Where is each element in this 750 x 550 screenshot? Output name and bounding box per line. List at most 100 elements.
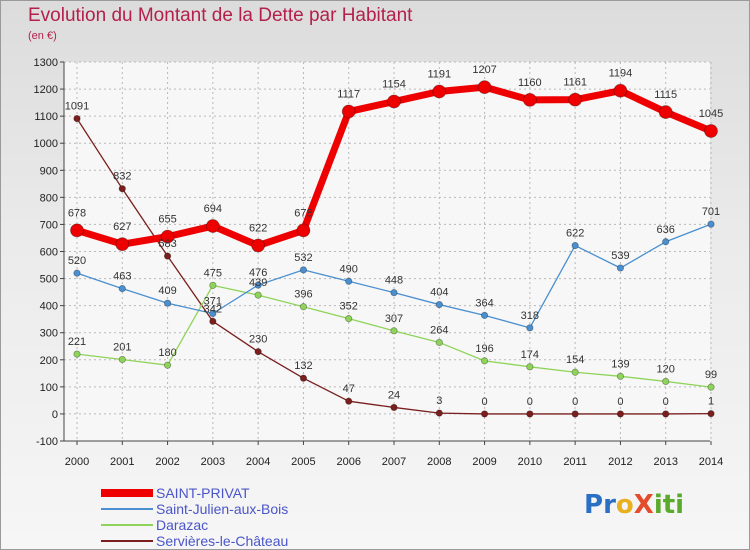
data-point-saint-privat	[251, 238, 266, 253]
data-point-darazac	[662, 377, 670, 386]
y-tick-label: 600	[40, 247, 58, 259]
legend-swatch	[101, 489, 153, 497]
legend-label: SAINT-PRIVAT	[156, 485, 250, 501]
x-tick-label: 2010	[518, 456, 542, 468]
data-label-saint-julien-aux-bois: 318	[521, 310, 539, 322]
data-point-saint-julien-aux-bois	[73, 269, 81, 277]
data-point-darazac	[345, 315, 353, 323]
data-point-servieres-le-chateau	[662, 410, 670, 418]
legend-item: Servières-le-Château	[101, 533, 361, 549]
data-label-darazac: 174	[521, 349, 539, 361]
data-label-saint-julien-aux-bois: 371	[204, 295, 222, 307]
legend-label: Darazac	[156, 517, 209, 533]
data-label-saint-privat: 622	[249, 223, 267, 235]
chart-unit-label: (en €)	[28, 30, 57, 42]
data-point-saint-julien-aux-bois	[480, 311, 489, 319]
plot-area	[64, 62, 710, 441]
data-point-servieres-le-chateau	[526, 410, 534, 418]
data-label-saint-privat: 694	[204, 203, 222, 215]
data-label-darazac: 307	[385, 313, 403, 325]
data-label-servieres-le-chateau: 132	[294, 360, 312, 372]
data-point-servieres-le-chateau	[118, 185, 126, 193]
data-point-saint-julien-aux-bois	[390, 289, 398, 297]
data-label-saint-julien-aux-bois: 490	[340, 263, 358, 275]
y-tick-label: 0	[52, 409, 58, 421]
data-label-saint-julien-aux-bois: 404	[430, 287, 448, 299]
data-point-saint-privat	[160, 229, 175, 244]
data-label-saint-julien-aux-bois: 701	[702, 206, 720, 218]
data-label-saint-julien-aux-bois: 520	[68, 255, 86, 267]
data-label-darazac: 264	[430, 324, 448, 336]
x-tick-label: 2013	[653, 456, 677, 468]
data-label-servieres-le-chateau: 0	[617, 396, 623, 408]
data-point-darazac	[118, 355, 126, 364]
data-label-servieres-le-chateau: 0	[527, 396, 533, 408]
data-point-saint-julien-aux-bois	[616, 264, 625, 272]
x-tick-label: 2002	[155, 456, 179, 468]
data-point-saint-privat	[477, 80, 492, 95]
data-label-saint-julien-aux-bois: 409	[158, 285, 176, 297]
legend-label: Saint-Julien-aux-Bois	[156, 501, 289, 517]
data-point-saint-julien-aux-bois	[345, 277, 353, 285]
x-tick-label: 2000	[65, 456, 89, 468]
data-point-servieres-le-chateau	[73, 114, 81, 123]
data-point-darazac	[526, 363, 534, 371]
x-tick-label: 2004	[246, 456, 270, 468]
data-point-darazac	[299, 303, 308, 311]
x-tick-label: 2007	[382, 456, 406, 468]
chart-title: Evolution du Montant de la Dette par Hab…	[28, 5, 413, 26]
data-label-darazac: 396	[294, 289, 312, 301]
x-tick-label: 2005	[291, 456, 315, 468]
data-point-servieres-le-chateau	[163, 252, 172, 260]
data-label-saint-privat: 1154	[382, 79, 406, 91]
data-point-darazac	[707, 383, 715, 391]
y-tick-label: 1000	[34, 138, 58, 150]
chart-legend: SAINT-PRIVAT Saint-Julien-aux-Bois Darazac…	[101, 485, 361, 549]
y-tick-label: 400	[40, 301, 58, 313]
data-label-saint-privat: 1207	[472, 64, 496, 76]
legend-swatch	[101, 508, 153, 510]
data-label-saint-julien-aux-bois: 539	[611, 250, 629, 262]
data-label-servieres-le-chateau: 832	[113, 171, 131, 183]
data-label-saint-privat: 627	[113, 221, 131, 233]
x-tick-label: 2008	[427, 456, 451, 468]
data-point-darazac	[73, 350, 81, 358]
y-tick-label: 900	[40, 165, 58, 177]
data-point-servieres-le-chateau	[345, 397, 353, 405]
data-point-saint-privat	[613, 83, 628, 98]
data-point-saint-privat	[70, 223, 84, 238]
data-label-darazac: 221	[68, 336, 86, 348]
y-tick-label: 500	[40, 274, 58, 286]
x-tick-label: 2006	[336, 456, 360, 468]
y-tick-label: 800	[40, 192, 58, 204]
data-point-servieres-le-chateau	[299, 374, 308, 382]
data-label-darazac: 352	[340, 301, 358, 313]
data-point-darazac	[616, 372, 625, 380]
data-point-saint-julien-aux-bois	[571, 241, 579, 250]
data-label-saint-privat: 1045	[699, 108, 723, 120]
data-label-saint-privat: 1191	[427, 69, 451, 81]
data-label-darazac: 475	[204, 267, 222, 279]
data-point-saint-privat	[341, 104, 356, 119]
data-label-saint-julien-aux-bois: 463	[113, 271, 131, 283]
data-label-darazac: 120	[657, 363, 675, 375]
data-point-darazac	[480, 357, 489, 365]
data-label-saint-privat: 1117	[337, 89, 360, 101]
data-point-servieres-le-chateau	[209, 317, 217, 325]
data-point-servieres-le-chateau	[616, 410, 625, 418]
proxiti-logo: ProXiti	[584, 490, 685, 520]
data-label-servieres-le-chateau: 583	[158, 238, 176, 250]
data-label-servieres-le-chateau: 47	[343, 383, 355, 395]
data-label-saint-privat: 1161	[563, 77, 587, 89]
data-point-saint-privat	[522, 93, 537, 107]
data-label-servieres-le-chateau: 24	[388, 389, 400, 401]
legend-item: SAINT-PRIVAT	[101, 485, 361, 501]
data-point-saint-privat	[568, 92, 583, 107]
data-point-servieres-le-chateau	[707, 410, 715, 418]
data-label-servieres-le-chateau: 1	[708, 396, 714, 408]
x-tick-label: 2012	[608, 456, 632, 468]
data-label-servieres-le-chateau: 342	[204, 303, 222, 315]
data-label-saint-privat: 655	[158, 214, 176, 226]
data-point-saint-julien-aux-bois	[209, 309, 217, 318]
